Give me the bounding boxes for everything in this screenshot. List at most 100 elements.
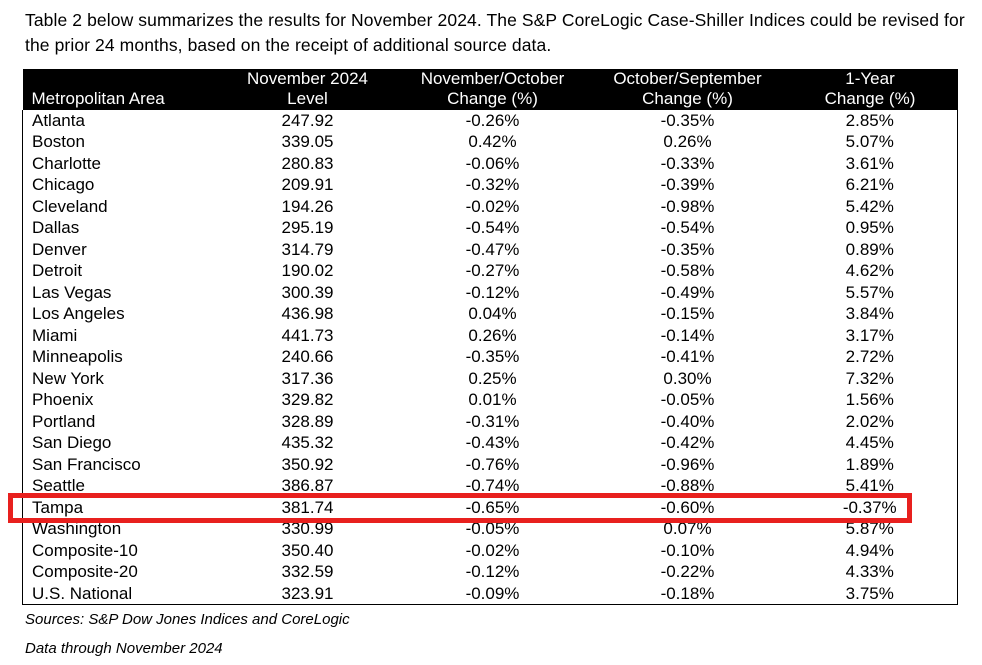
cell-level: 209.91 xyxy=(281,175,334,195)
cell-yoy: 2.85% xyxy=(845,110,894,130)
cell-area: Chicago xyxy=(32,175,95,195)
cell-prev: -0.35% xyxy=(660,239,715,259)
cell-yoy: 5.41% xyxy=(845,476,894,496)
cell-mom: -0.09% xyxy=(465,583,520,603)
cell-area: Minneapolis xyxy=(32,347,123,367)
cell-level: 350.92 xyxy=(281,454,334,474)
cell-level: 441.73 xyxy=(281,325,334,345)
table-row: Washington 330.99 -0.05% 0.07% 5.87% xyxy=(23,518,958,540)
column-header-label: Metropolitan Area xyxy=(31,88,165,108)
cell-area: Charlotte xyxy=(32,153,101,173)
cell-level: 329.82 xyxy=(281,390,334,410)
cell-area: Los Angeles xyxy=(32,304,125,324)
column-header-label-line2: Level xyxy=(287,88,328,108)
case-shiller-table: Metropolitan Area November 2024 Level No… xyxy=(22,68,958,606)
cell-area: Las Vegas xyxy=(32,282,112,302)
cell-level: 381.74 xyxy=(281,497,334,517)
cell-prev: 0.30% xyxy=(663,368,712,388)
table-row: Las Vegas 300.39 -0.12% -0.49% 5.57% xyxy=(23,282,958,304)
table-row: Composite-20 332.59 -0.12% -0.22% 4.33% xyxy=(23,561,958,583)
cell-prev: -0.54% xyxy=(660,218,715,238)
cell-yoy: -0.37% xyxy=(842,497,897,517)
cell-level: 240.66 xyxy=(281,347,334,367)
table-row: Dallas 295.19 -0.54% -0.54% 0.95% xyxy=(23,217,958,239)
column-header-nov-oct-change: November/October Change (%) xyxy=(392,68,593,110)
cell-yoy: 4.33% xyxy=(845,562,894,582)
data-through-note: Data through November 2024 xyxy=(25,640,223,658)
cell-yoy: 2.02% xyxy=(845,411,894,431)
cell-level: 194.26 xyxy=(281,196,334,216)
cell-prev: -0.96% xyxy=(660,454,715,474)
table-row: Denver 314.79 -0.47% -0.35% 0.89% xyxy=(23,239,958,261)
cell-level: 300.39 xyxy=(281,282,334,302)
cell-yoy: 3.17% xyxy=(845,325,894,345)
cell-mom: 0.42% xyxy=(468,132,517,152)
table-row: San Francisco 350.92 -0.76% -0.96% 1.89% xyxy=(23,454,958,476)
cell-prev: 0.07% xyxy=(663,519,712,539)
table-row: Miami 441.73 0.26% -0.14% 3.17% xyxy=(23,325,958,347)
cell-area: Atlanta xyxy=(32,110,85,130)
cell-mom: -0.76% xyxy=(465,454,520,474)
table-row: San Diego 435.32 -0.43% -0.42% 4.45% xyxy=(23,432,958,454)
table-body: Atlanta 247.92 -0.26% -0.35% 2.85% Boston 339.… xyxy=(22,109,958,605)
cell-prev: -0.58% xyxy=(660,261,715,281)
cell-level: 314.79 xyxy=(281,239,334,259)
cell-level: 247.92 xyxy=(281,110,334,130)
cell-yoy: 1.56% xyxy=(845,390,894,410)
table-row: Seattle 386.87 -0.74% -0.88% 5.41% xyxy=(23,475,958,497)
cell-prev: -0.05% xyxy=(660,390,715,410)
cell-prev: 0.26% xyxy=(663,132,712,152)
cell-mom: -0.12% xyxy=(465,562,520,582)
cell-area: Dallas xyxy=(32,218,80,238)
cell-yoy: 1.89% xyxy=(845,454,894,474)
cell-mom: -0.65% xyxy=(465,497,520,517)
cell-yoy: 5.07% xyxy=(845,132,894,152)
table-row: U.S. National 323.91 -0.09% -0.18% 3.75% xyxy=(23,583,958,605)
cell-level: 339.05 xyxy=(281,132,334,152)
cell-mom: -0.31% xyxy=(465,411,520,431)
cell-prev: -0.60% xyxy=(660,497,715,517)
column-header-label-line1: November/October xyxy=(420,68,565,88)
table-row: Charlotte 280.83 -0.06% -0.33% 3.61% xyxy=(23,153,958,175)
cell-area: Miami xyxy=(32,325,78,345)
column-header-label-line2: Change (%) xyxy=(447,88,538,108)
sources-note: Sources: S&P Dow Jones Indices and CoreL… xyxy=(25,611,350,629)
cell-area: Portland xyxy=(32,411,96,431)
cell-level: 190.02 xyxy=(281,261,334,281)
cell-mom: 0.26% xyxy=(468,325,517,345)
cell-mom: -0.47% xyxy=(465,239,520,259)
cell-mom: -0.02% xyxy=(465,196,520,216)
cell-level: 332.59 xyxy=(281,562,334,582)
case-shiller-table-wrap: Metropolitan Area November 2024 Level No… xyxy=(8,68,958,606)
cell-level: 295.19 xyxy=(281,218,334,238)
cell-area: San Francisco xyxy=(32,454,141,474)
column-header-label-line1: November 2024 xyxy=(247,68,368,88)
cell-level: 386.87 xyxy=(281,476,334,496)
table-row: Chicago 209.91 -0.32% -0.39% 6.21% xyxy=(23,174,958,196)
cell-area: U.S. National xyxy=(32,583,133,603)
intro-paragraph: Table 2 below summarizes the results for… xyxy=(25,10,965,55)
cell-area: Phoenix xyxy=(32,390,94,410)
cell-mom: -0.06% xyxy=(465,153,520,173)
table-row: Boston 339.05 0.42% 0.26% 5.07% xyxy=(23,131,958,153)
cell-mom: -0.27% xyxy=(465,261,520,281)
table-row: Cleveland 194.26 -0.02% -0.98% 5.42% xyxy=(23,196,958,218)
column-header-label-line2: Change (%) xyxy=(642,88,733,108)
cell-mom: -0.32% xyxy=(465,175,520,195)
cell-yoy: 4.45% xyxy=(845,433,894,453)
column-header-label-line1: October/September xyxy=(613,68,762,88)
table-row: Phoenix 329.82 0.01% -0.05% 1.56% xyxy=(23,389,958,411)
cell-area: Detroit xyxy=(32,261,83,281)
cell-yoy: 0.95% xyxy=(845,218,894,238)
cell-yoy: 4.94% xyxy=(845,540,894,560)
cell-prev: -0.15% xyxy=(660,304,715,324)
cell-level: 280.83 xyxy=(281,153,334,173)
cell-mom: 0.01% xyxy=(468,390,517,410)
cell-area: New York xyxy=(32,368,104,388)
cell-level: 350.40 xyxy=(281,540,334,560)
cell-mom: -0.54% xyxy=(465,218,520,238)
cell-prev: -0.35% xyxy=(660,110,715,130)
column-header-level: November 2024 Level xyxy=(222,68,393,110)
cell-mom: -0.35% xyxy=(465,347,520,367)
cell-area: Denver xyxy=(32,239,87,259)
